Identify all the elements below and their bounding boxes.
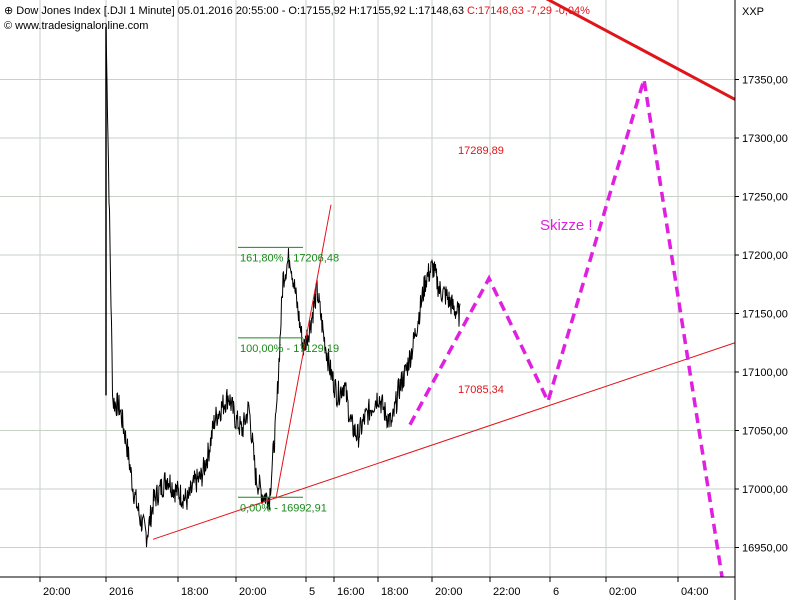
fibonacci-levels: 161,80% - 17206,48 100,00% - 17129,19 0,00… xyxy=(238,246,339,514)
support-trendline xyxy=(152,342,736,540)
annotations: 17289,89 17085,34 Skizze ! xyxy=(458,145,593,396)
x-tick-label: 20:00 xyxy=(239,586,267,598)
steep-trendline xyxy=(275,204,332,499)
y-tick-label: 17150,00 xyxy=(742,309,788,321)
trendlines xyxy=(152,0,736,540)
x-tick-label: 16:00 xyxy=(337,586,365,598)
price-line xyxy=(105,26,461,548)
ohl-values: O:17155,92 H:17155,92 L:17148,63 xyxy=(288,5,464,17)
x-tick-label: 04:00 xyxy=(681,586,709,598)
x-tick-label: 20:00 xyxy=(43,586,71,598)
y-tick-label: 17000,00 xyxy=(742,484,788,496)
y-tick-label: 17200,00 xyxy=(742,250,788,262)
y-tick-label: 17300,00 xyxy=(742,133,788,145)
website-line: © www.tradesignalonline.com xyxy=(4,20,148,32)
sketch-label: Skizze ! xyxy=(540,217,593,234)
price-annotation: 17085,34 xyxy=(458,384,504,396)
resistance-trendline xyxy=(545,0,736,101)
x-tick-label: 02:00 xyxy=(609,586,637,598)
header-info: ⊕ Dow Jones Index [.DJI 1 Minute] 05.01.… xyxy=(4,5,590,17)
x-tick-label: 18:00 xyxy=(181,586,209,598)
y-tick-label: 16950,00 xyxy=(742,543,788,555)
y-tick-label: 17250,00 xyxy=(742,192,788,204)
price-series xyxy=(105,26,461,548)
x-tick-label: 5 xyxy=(309,586,315,598)
x-tick-label: 20:00 xyxy=(435,586,463,598)
sketch-path xyxy=(408,78,724,578)
fibo-label: 161,80% - 17206,48 xyxy=(240,252,339,264)
x-tick-label: 22:00 xyxy=(493,586,521,598)
price-annotation: 17289,89 xyxy=(458,145,504,157)
y-tick-label: 17050,00 xyxy=(742,426,788,438)
date-time: 05.01.2016 20:55:00 xyxy=(177,5,279,17)
fibo-label: 0,00% - 16992,91 xyxy=(240,502,327,514)
x-tick-label: 18:00 xyxy=(381,586,409,598)
copyright-icon: © xyxy=(4,20,13,32)
y-tick-label: 17350,00 xyxy=(742,75,788,87)
x-tick-label: 2016 xyxy=(109,586,133,598)
website: www.tradesignalonline.com xyxy=(15,20,149,32)
x-tick-label: 6 xyxy=(553,586,559,598)
symbol-label: XXP xyxy=(742,6,764,18)
crosshair-icon[interactable]: ⊕ xyxy=(4,5,14,17)
close-value: C:17148,63 -7,29 -0,04% xyxy=(467,5,590,17)
sketch-line xyxy=(408,78,724,578)
instrument-name: Dow Jones Index [.DJI 1 Minute] xyxy=(16,5,175,17)
fibo-label: 100,00% - 17129,19 xyxy=(240,343,339,355)
y-tick-label: 17100,00 xyxy=(742,367,788,379)
